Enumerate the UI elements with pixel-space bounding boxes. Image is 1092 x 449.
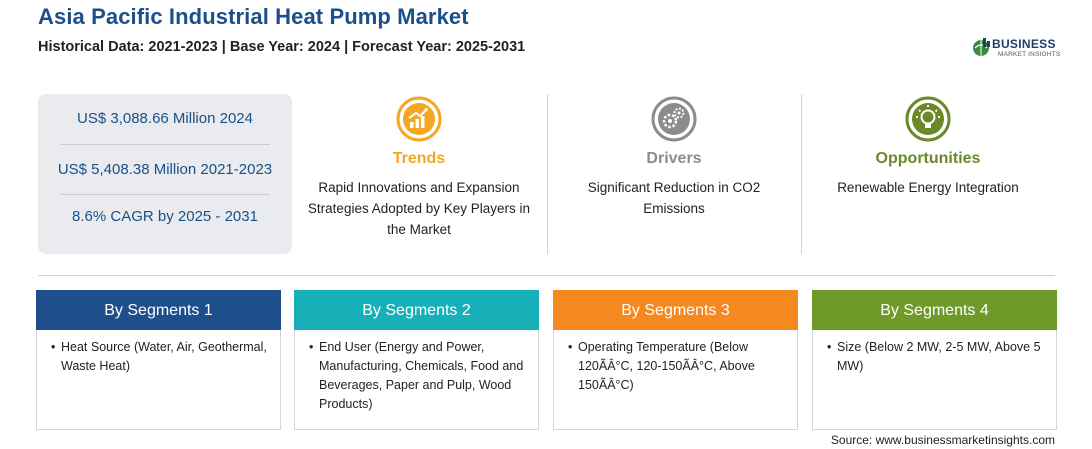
drivers-column: Drivers Significant Reduction in CO2 Emi… [547, 94, 801, 254]
logo-wordmark: BUSINESS [992, 37, 1056, 51]
segment-2-item-text: End User (Energy and Power, Manufacturin… [319, 340, 524, 411]
segment-card-2: By Segments 2 • End User (Energy and Pow… [294, 290, 539, 430]
column-divider [547, 94, 548, 254]
page-subtitle: Historical Data: 2021-2023 | Base Year: … [38, 39, 526, 55]
brand-logo: BUSINESS MARKET INSIGHTS [972, 36, 1062, 60]
segment-4-item: • Size (Below 2 MW, 2-5 MW, Above 5 MW) [827, 338, 1049, 376]
segment-1-item: • Heat Source (Water, Air, Geothermal, W… [51, 338, 273, 376]
trends-column: Trends Rapid Innovations and Expansion S… [292, 94, 546, 254]
segment-2-item: • End User (Energy and Power, Manufactur… [309, 338, 531, 414]
segment-4-item-text: Size (Below 2 MW, 2-5 MW, Above 5 MW) [837, 340, 1041, 373]
segment-1-item-text: Heat Source (Water, Air, Geothermal, Was… [61, 340, 267, 373]
segment-3-item-text: Operating Temperature (Below 120ÃÂ°C, 12… [578, 340, 755, 392]
segment-card-3: By Segments 3 • Operating Temperature (B… [553, 290, 798, 430]
segment-3-item: • Operating Temperature (Below 120ÃÂ°C, … [568, 338, 790, 395]
logo-tagline: MARKET INSIGHTS [998, 51, 1061, 58]
logo-globe-icon [973, 38, 990, 56]
segment-card-1: By Segments 1 • Heat Source (Water, Air,… [36, 290, 281, 430]
opportunities-column: Opportunities Renewable Energy Integrati… [801, 94, 1055, 254]
segment-card-4: By Segments 4 • Size (Below 2 MW, 2-5 MW… [812, 290, 1057, 430]
section-divider [38, 275, 1055, 276]
segment-1-title: By Segments 1 [36, 290, 281, 330]
stat-historical: US$ 5,408.38 Million 2021-2023 [57, 161, 273, 178]
source-note: Source: www.businessmarketinsights.com [830, 433, 1055, 447]
gears-icon [651, 96, 697, 142]
key-stats-panel: US$ 3,088.66 Million 2024 US$ 5,408.38 M… [38, 94, 292, 254]
segment-4-title: By Segments 4 [812, 290, 1057, 330]
trends-heading: Trends [392, 150, 446, 167]
trends-text: Rapid Innovations and Expansion Strategi… [307, 180, 531, 237]
opportunities-text: Renewable Energy Integration [837, 180, 1019, 195]
column-divider [801, 94, 802, 254]
stat-divider [60, 144, 270, 145]
stat-market-2024: US$ 3,088.66 Million 2024 [77, 110, 253, 127]
opportunities-heading: Opportunities [875, 150, 981, 167]
segment-3-title: By Segments 3 [553, 290, 798, 330]
page-title: Asia Pacific Industrial Heat Pump Market [38, 4, 469, 29]
bullet-icon: • [51, 340, 56, 354]
stat-cagr: 8.6% CAGR by 2025 - 2031 [72, 208, 258, 225]
chart-growth-icon [396, 96, 442, 142]
drivers-heading: Drivers [646, 150, 702, 167]
bullet-icon: • [568, 340, 573, 354]
segment-2-title: By Segments 2 [294, 290, 539, 330]
lightbulb-icon [905, 96, 951, 142]
drivers-text: Significant Reduction in CO2 Emissions [587, 180, 761, 216]
bullet-icon: • [827, 340, 832, 354]
stat-divider [60, 194, 270, 195]
bullet-icon: • [309, 340, 314, 354]
